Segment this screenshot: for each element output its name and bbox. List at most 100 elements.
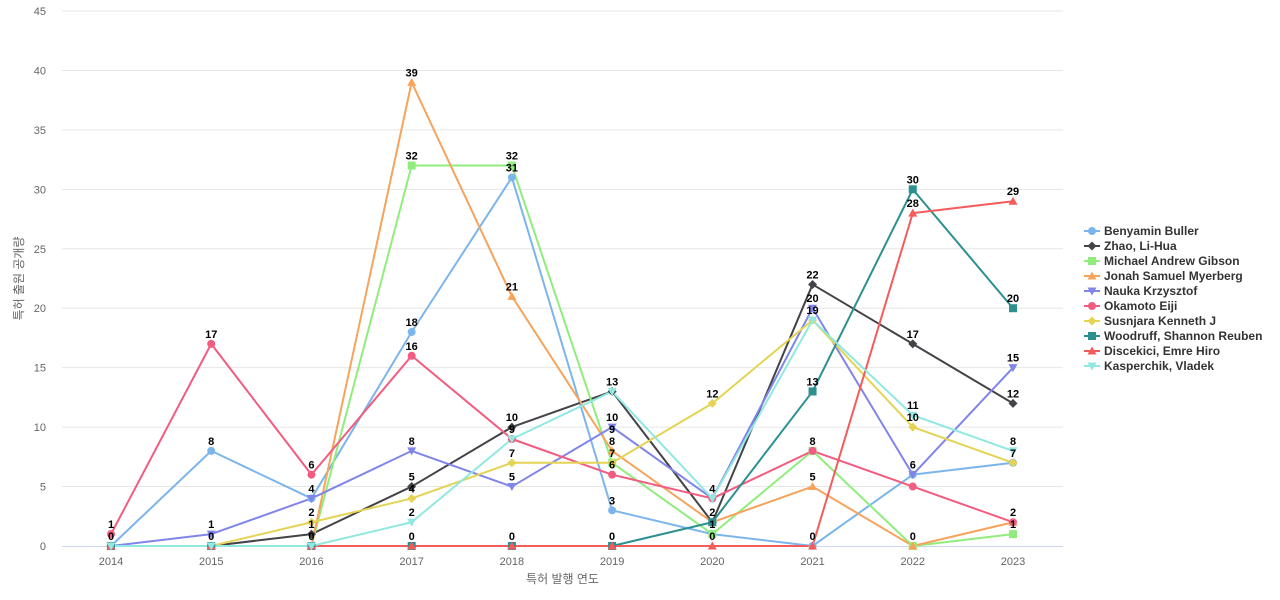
legend-label: Nauka Krzysztof — [1104, 284, 1198, 298]
legend-marker — [1088, 257, 1096, 265]
y-tick-label: 0 — [40, 541, 46, 553]
series-point — [1008, 458, 1018, 468]
series-point — [407, 493, 417, 503]
data-label: 9 — [609, 424, 615, 436]
series-point — [1008, 398, 1018, 408]
x-tick-label: 2019 — [600, 556, 624, 568]
legend-item: Okamoto Eiji — [1084, 299, 1177, 313]
data-label: 19 — [806, 305, 818, 317]
data-label: 0 — [910, 531, 916, 543]
data-label: 0 — [609, 531, 615, 543]
series-point — [507, 291, 517, 300]
series-point — [707, 541, 717, 550]
legend-marker — [1088, 302, 1096, 310]
data-label: 5 — [409, 472, 415, 484]
data-label: 1 — [108, 519, 114, 531]
series-point — [407, 161, 416, 170]
x-tick-label: 2022 — [901, 556, 925, 568]
data-label: 1 — [1010, 519, 1016, 531]
data-label: 20 — [1007, 293, 1019, 305]
data-label: 29 — [1007, 186, 1019, 198]
data-label: 10 — [506, 412, 518, 424]
series-line — [111, 283, 1014, 547]
data-label: 5 — [509, 472, 515, 484]
data-label: 1 — [208, 519, 214, 531]
y-axis-ticks: 0 5 10 15 20 25 30 35 40 45 — [34, 6, 46, 553]
series-point — [808, 304, 818, 313]
series-point — [306, 494, 316, 503]
data-label: 10 — [606, 412, 618, 424]
series-point — [507, 173, 516, 182]
series-point — [507, 541, 517, 550]
data-label: 21 — [506, 281, 518, 293]
series-point — [206, 542, 216, 551]
data-label: 1 — [709, 519, 715, 531]
data-label: 0 — [709, 531, 715, 543]
series-lines — [110, 81, 1014, 547]
data-label: 8 — [809, 436, 815, 448]
data-label: 20 — [806, 293, 818, 305]
series-point — [908, 422, 918, 432]
data-label: 6 — [910, 460, 916, 472]
series-point — [707, 494, 717, 503]
y-tick-label: 40 — [34, 65, 46, 77]
y-tick-label: 20 — [34, 303, 46, 315]
series-point — [1008, 447, 1018, 456]
x-tick-label: 2021 — [800, 556, 824, 568]
data-label: 7 — [509, 448, 515, 460]
data-label: 1 — [308, 519, 314, 531]
data-label: 2 — [709, 507, 715, 519]
legend-marker — [1087, 287, 1097, 296]
data-label: 6 — [609, 460, 615, 472]
data-label: 8 — [409, 436, 415, 448]
x-tick-label: 2023 — [1001, 556, 1025, 568]
series-point — [908, 339, 918, 349]
data-label: 30 — [907, 174, 919, 186]
x-tick-label: 2020 — [700, 556, 724, 568]
legend-label: Woodruff, Shannon Reuben — [1104, 329, 1262, 343]
series-point — [808, 387, 817, 396]
series-point — [507, 422, 517, 432]
series-point — [908, 185, 917, 194]
data-label: 0 — [809, 531, 815, 543]
data-label: 28 — [907, 198, 919, 210]
data-label: 22 — [806, 269, 818, 281]
legend-label: Kasperchik, Vladek — [1104, 359, 1214, 373]
data-label: 16 — [406, 341, 418, 353]
data-label: 4 — [308, 483, 315, 495]
series-point — [908, 541, 918, 550]
y-tick-label: 15 — [34, 363, 46, 375]
legend-marker — [1087, 271, 1097, 280]
data-label: 8 — [609, 436, 615, 448]
data-label: 32 — [406, 151, 418, 163]
data-label: 17 — [907, 329, 919, 341]
y-axis-title: 특허 출원 공개량 — [12, 237, 26, 321]
y-tick-label: 10 — [34, 422, 46, 434]
legend-item: Michael Andrew Gibson — [1084, 254, 1240, 268]
data-label: 7 — [1010, 448, 1016, 460]
x-tick-label: 2016 — [299, 556, 323, 568]
legend-label: Jonah Samuel Myerberg — [1104, 269, 1243, 283]
data-label: 13 — [606, 376, 618, 388]
legend-label: Michael Andrew Gibson — [1104, 254, 1240, 268]
series-point — [607, 458, 617, 468]
series-point — [407, 447, 417, 456]
x-axis-ticks: 2014 2015 2016 2017 2018 2019 2020 2021 2022 2023 — [99, 556, 1025, 568]
series-point — [808, 482, 818, 491]
data-label: 12 — [1007, 388, 1019, 400]
series-point — [306, 517, 316, 527]
series-point — [407, 351, 416, 360]
legend-item: Jonah Samuel Myerberg — [1084, 269, 1243, 283]
legend-marker — [1087, 362, 1097, 371]
legend-label: Okamoto Eiji — [1104, 299, 1177, 313]
series-point — [307, 470, 316, 479]
y-tick-label: 5 — [40, 482, 46, 494]
x-tick-label: 2018 — [500, 556, 524, 568]
data-label: 4 — [409, 483, 416, 495]
series-point — [607, 446, 617, 455]
series-point — [608, 506, 617, 515]
series-point — [407, 328, 416, 336]
legend-marker — [1088, 227, 1096, 235]
